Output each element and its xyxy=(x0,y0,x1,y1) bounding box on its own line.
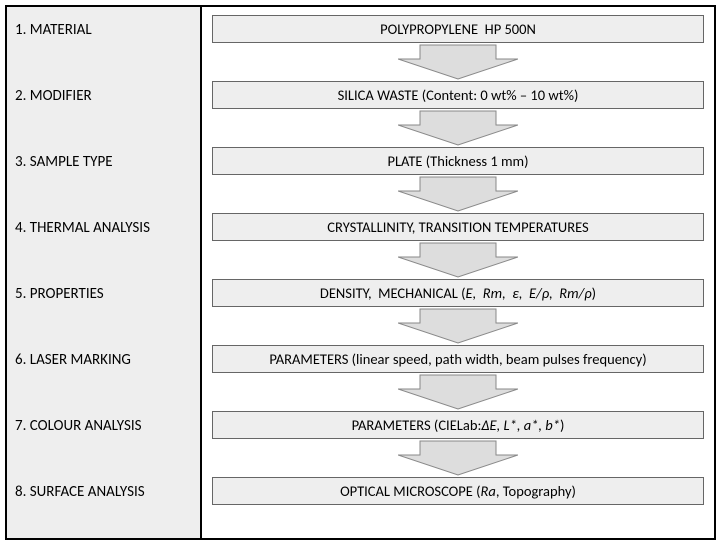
flow-arrow xyxy=(212,241,704,279)
step-label: 2. MODIFIER xyxy=(15,81,200,147)
down-arrow-icon xyxy=(398,175,518,213)
step-label: 4. THERMAL ANALYSIS xyxy=(15,213,200,279)
step-content-box: PLATE (Thickness 1 mm) xyxy=(212,147,704,175)
step-content-box: POLYPROPYLENE HP 500N xyxy=(212,15,704,43)
step-label: 1. MATERIAL xyxy=(15,15,200,81)
step-content-box: OPTICAL MICROSCOPE (Ra, Topography) xyxy=(212,477,704,505)
step-label: 3. SAMPLE TYPE xyxy=(15,147,200,213)
flowchart-container: 1. MATERIAL2. MODIFIER3. SAMPLE TYPE4. T… xyxy=(5,5,716,540)
step-content-box: PARAMETERS (linear speed, path width, be… xyxy=(212,345,704,373)
step-content-box: SILICA WASTE (Content: 0 wt% – 10 wt%) xyxy=(212,81,704,109)
step-label: 5. PROPERTIES xyxy=(15,279,200,345)
down-arrow-icon xyxy=(398,307,518,345)
flow-arrow xyxy=(212,373,704,411)
flow-arrow xyxy=(212,439,704,477)
down-arrow-icon xyxy=(398,373,518,411)
step-label: 6. LASER MARKING xyxy=(15,345,200,411)
flow-arrow xyxy=(212,307,704,345)
content-column: POLYPROPYLENE HP 500N SILICA WASTE (Cont… xyxy=(202,7,714,538)
flow-arrow xyxy=(212,109,704,147)
step-label: 7. COLOUR ANALYSIS xyxy=(15,411,200,477)
down-arrow-icon xyxy=(398,109,518,147)
step-content-box: PARAMETERS (CIELab: ΔE, L*, a*, b*) xyxy=(212,411,704,439)
step-label: 8. SURFACE ANALYSIS xyxy=(15,477,200,511)
flow-arrow xyxy=(212,175,704,213)
down-arrow-icon xyxy=(398,439,518,477)
down-arrow-icon xyxy=(398,43,518,81)
label-column: 1. MATERIAL2. MODIFIER3. SAMPLE TYPE4. T… xyxy=(7,7,202,538)
down-arrow-icon xyxy=(398,241,518,279)
flow-arrow xyxy=(212,43,704,81)
step-content-box: DENSITY, MECHANICAL (E, Rm, ε, E/ρ, Rm/ρ… xyxy=(212,279,704,307)
step-content-box: CRYSTALLINITY, TRANSITION TEMPERATURES xyxy=(212,213,704,241)
